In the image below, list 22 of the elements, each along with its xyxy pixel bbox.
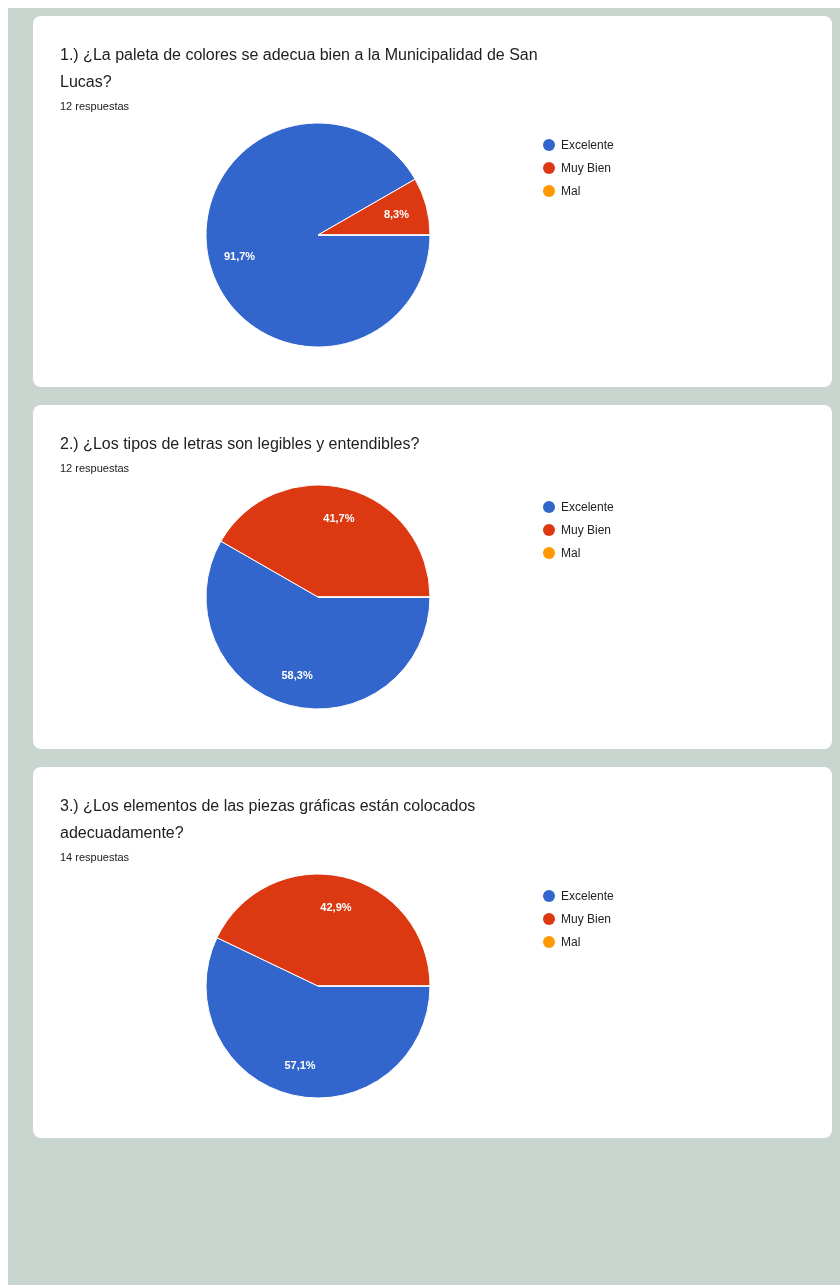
pie-slice: [205, 122, 431, 348]
chart-title: 2.) ¿Los tipos de letras son legibles y entendibles?: [60, 435, 420, 452]
legend-label: Muy Bien: [561, 161, 612, 176]
data-label: 57,1%: [284, 1059, 316, 1072]
data-label: 8,3%: [383, 207, 410, 220]
chart-title: 1.) ¿La paleta de colores se adecua bien a la Municipalidad de San Lucas?: [60, 46, 538, 90]
legend-label: Muy Bien: [561, 912, 612, 927]
legend-label: Excelente: [561, 138, 615, 153]
text: 14 respuestas: [60, 851, 130, 863]
legend-label: Mal: [561, 546, 581, 561]
legend-label: Mal: [561, 935, 581, 950]
legend-label: Excelente: [561, 500, 615, 515]
chart-title: 3.) ¿Los elementos de las piezas gráficas están colocados adecuadamente?: [60, 797, 476, 841]
data-label: 42,9%: [320, 900, 352, 913]
data-label: 91,7%: [223, 249, 256, 262]
data-label: 58,3%: [281, 669, 313, 682]
data-label: 41,7%: [323, 512, 355, 525]
text: 12 respuestas: [60, 100, 130, 112]
legend-label: Excelente: [561, 889, 615, 904]
legend-label: Muy Bien: [561, 523, 612, 538]
text: 12 respuestas: [60, 462, 130, 474]
legend-label: Mal: [561, 184, 581, 199]
